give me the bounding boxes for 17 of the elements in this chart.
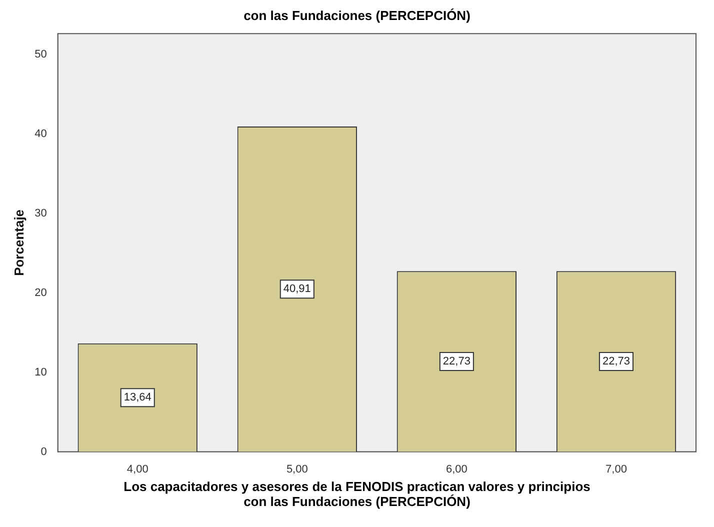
x-axis-title: Los capacitadores y asesores de la FENODIS practican valores y principios con las Fundaciones (PERCEPCIÓN) — [122, 479, 592, 509]
data-label: 22,73 — [442, 355, 470, 368]
y-axis-title: Porcentaje — [11, 209, 26, 276]
x-tick-label: 7,00 — [606, 463, 627, 476]
data-label: 40,91 — [283, 283, 311, 296]
y-tick-label: 10 — [34, 366, 47, 378]
y-tick-label: 50 — [34, 48, 47, 60]
x-tick-label: 5,00 — [286, 463, 308, 476]
y-tick-label: 30 — [34, 207, 47, 220]
chart-title: con las Fundaciones (PERCEPCIÓN) — [242, 8, 472, 24]
data-label: 13,64 — [124, 392, 152, 404]
x-tick-label: 4,00 — [126, 463, 148, 476]
x-tick-label: 6,00 — [446, 463, 468, 476]
y-tick-label: 40 — [34, 128, 47, 140]
data-label: 22,73 — [602, 355, 630, 368]
y-tick-label: 20 — [34, 286, 47, 299]
y-tick-label: 0 — [40, 446, 47, 458]
